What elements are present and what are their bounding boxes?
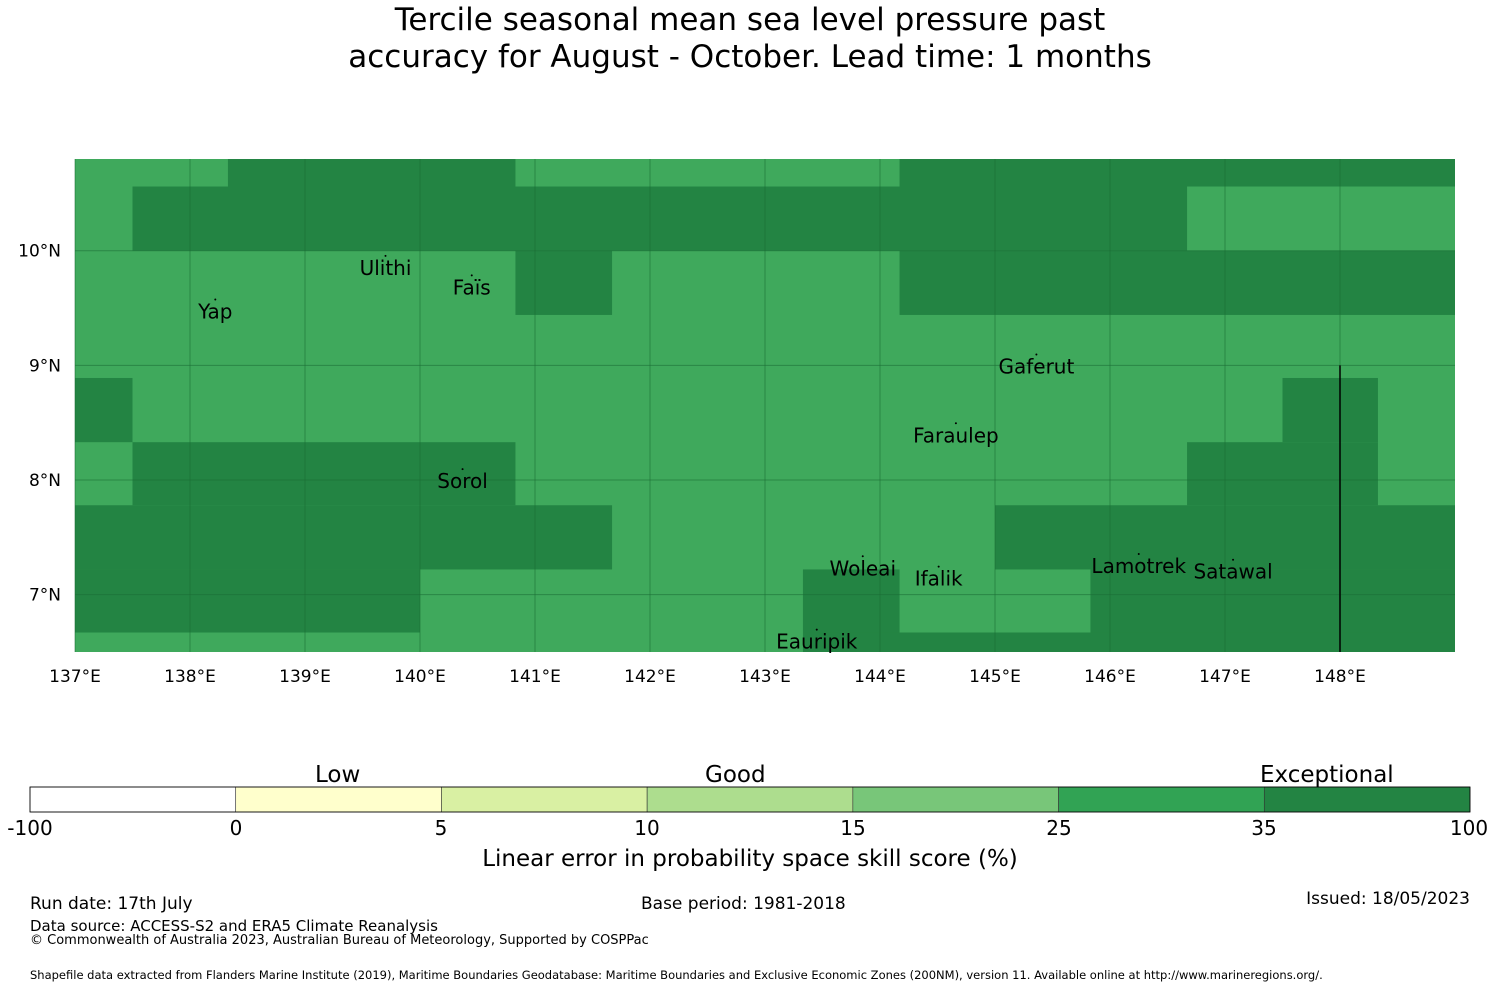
x-tick-label: 138°E xyxy=(164,667,216,687)
copyright: © Commonwealth of Australia 2023, Austra… xyxy=(30,933,649,948)
skill-cell-exceptional xyxy=(1282,377,1378,443)
island-marker xyxy=(1137,553,1140,556)
title-line-2: accuracy for August - October. Lead time… xyxy=(348,39,1152,75)
skill-cell-exceptional xyxy=(1187,442,1378,506)
shapefile-credit: Shapefile data extracted from Flanders M… xyxy=(30,968,1323,982)
x-tick-label: 139°E xyxy=(279,667,331,687)
skill-cell-exceptional xyxy=(75,505,613,570)
colorbar-swatch xyxy=(29,786,237,813)
colorbar-swatch xyxy=(1058,786,1265,813)
x-tick-label: 146°E xyxy=(1084,667,1136,687)
skill-cell-exceptional xyxy=(227,159,516,187)
island-label: Ulithi xyxy=(360,256,412,280)
colorbar-tick: 5 xyxy=(434,816,448,840)
island-marker xyxy=(461,468,464,471)
colorbar-swatch xyxy=(646,786,854,813)
x-tick-label: 140°E xyxy=(394,667,446,687)
x-tick-label: 144°E xyxy=(854,667,906,687)
colorbar-tick: 100 xyxy=(1449,816,1489,840)
colorbar-tick: 0 xyxy=(229,816,243,840)
island-marker xyxy=(1035,353,1038,356)
island-marker xyxy=(815,628,818,631)
colorbar-tick: 15 xyxy=(840,816,866,840)
skill-cell-exceptional xyxy=(515,250,613,315)
island-label: Yap xyxy=(197,299,232,323)
x-tick-label: 148°E xyxy=(1314,667,1366,687)
map-panel[interactable]: Ulithi Faïs Yap Gaferut Faraulep Sorol Woleai I… xyxy=(74,159,1455,654)
island-label: Lamotrek xyxy=(1091,554,1186,578)
issued-date: Issued: 18/05/2023 xyxy=(1306,889,1470,909)
colorbar-category-low: Low xyxy=(315,762,361,788)
colorbar-category-exceptional: Exceptional xyxy=(1260,762,1394,788)
island-marker xyxy=(937,565,940,568)
skill-cell-exceptional xyxy=(75,569,420,633)
y-tick-label: 10°N xyxy=(18,242,61,262)
skill-cell-exceptional xyxy=(75,377,133,443)
island-label: Satawal xyxy=(1193,560,1272,584)
skill-cell-exceptional xyxy=(1090,569,1455,633)
x-tick-label: 141°E xyxy=(509,667,561,687)
island-marker xyxy=(954,422,957,425)
x-tick-label: 143°E xyxy=(739,667,791,687)
island-label: Eauripik xyxy=(776,630,858,654)
colorbar-title: Linear error in probability space skill … xyxy=(482,846,1018,872)
x-tick-label: 145°E xyxy=(969,667,1021,687)
skill-cell-exceptional xyxy=(132,186,1188,251)
skill-cell-exceptional xyxy=(899,159,1455,187)
colorbar-swatch xyxy=(441,786,648,813)
colorbar xyxy=(29,786,1471,813)
island-label: Woleai xyxy=(829,556,896,580)
skill-cell-exceptional xyxy=(802,632,1455,652)
colorbar-tick: 35 xyxy=(1251,816,1277,840)
island-marker xyxy=(214,298,217,301)
colorbar-tick: 10 xyxy=(634,816,660,840)
x-tick-label: 137°E xyxy=(49,667,101,687)
island-marker xyxy=(861,555,864,558)
island-label: Gaferut xyxy=(998,355,1074,379)
colorbar-swatch xyxy=(235,786,442,813)
island-label: Faïs xyxy=(453,275,491,299)
base-period: Base period: 1981-2018 xyxy=(641,894,846,914)
colorbar-tick: -100 xyxy=(7,816,53,840)
x-tick-label: 147°E xyxy=(1199,667,1251,687)
island-marker xyxy=(470,274,473,277)
map-axes: 137°E 138°E 139°E 140°E 141°E 142°E 143°E 144°E… xyxy=(18,242,1366,687)
colorbar-swatch xyxy=(1263,786,1471,813)
skill-cell-exceptional xyxy=(802,569,900,633)
island-marker xyxy=(384,254,387,257)
skill-cell-exceptional xyxy=(132,442,516,506)
y-tick-label: 8°N xyxy=(29,471,61,491)
skill-cell-exceptional xyxy=(899,250,1455,315)
island-label: Ifalik xyxy=(915,567,963,591)
island-label: Faraulep xyxy=(913,423,999,447)
colorbar-frame xyxy=(29,786,1471,813)
x-tick-label: 142°E xyxy=(624,667,676,687)
run-date: Run date: 17th July xyxy=(30,894,193,914)
chart-title: Tercile seasonal mean sea level pressure… xyxy=(0,2,1500,76)
colorbar-swatch xyxy=(852,786,1059,813)
colorbar-category-good: Good xyxy=(705,762,766,788)
island-label: Sorol xyxy=(437,469,488,493)
title-line-1: Tercile seasonal mean sea level pressure… xyxy=(394,2,1106,38)
colorbar-tick: 25 xyxy=(1046,816,1072,840)
island-marker xyxy=(1232,558,1235,561)
y-tick-label: 7°N xyxy=(29,586,61,606)
y-tick-label: 9°N xyxy=(29,356,61,376)
data-source: Data source: ACCESS-S2 and ERA5 Climate … xyxy=(30,917,438,935)
